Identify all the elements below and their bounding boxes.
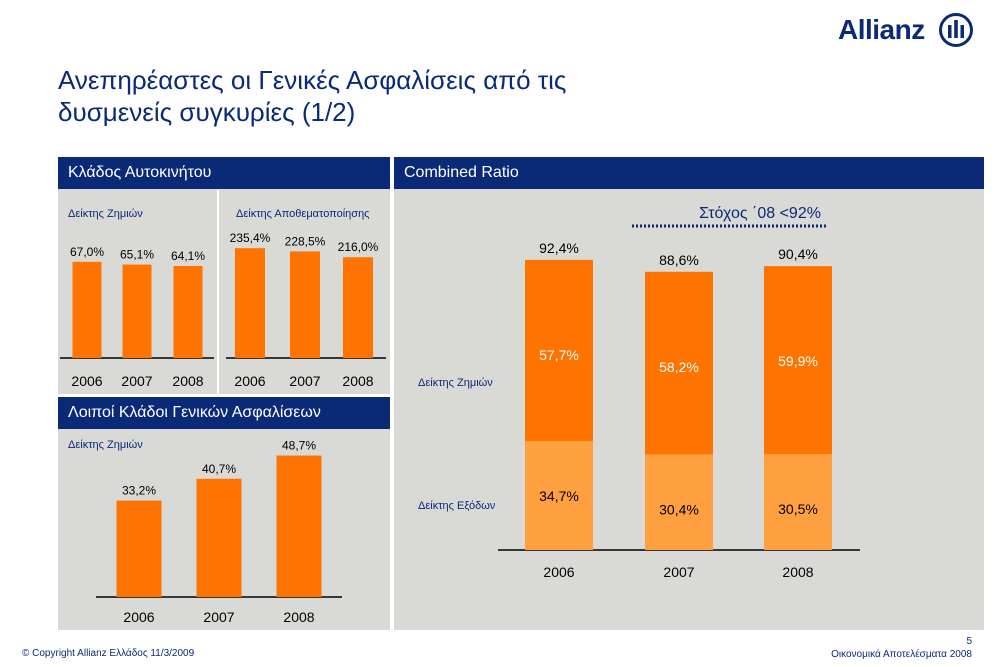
combined-total-label: 92,4%	[539, 240, 579, 256]
motor-panel	[58, 188, 390, 394]
motor-reserve-value-label: 228,5%	[285, 234, 326, 248]
combined-panel-header: Combined Ratio	[394, 157, 984, 189]
other-loss-chart-title: Δείκτης Ζημιών	[68, 439, 143, 451]
motor-loss-bar	[72, 261, 102, 358]
expense-ratio-segment	[525, 441, 593, 550]
page-number: 5	[966, 636, 972, 647]
other-loss-category-label: 2006	[123, 609, 154, 625]
motor-loss-category-label: 2007	[121, 373, 152, 389]
loss-ratio-segment	[764, 266, 832, 455]
motor-reserve-category-label: 2006	[234, 373, 265, 389]
combined-total-label: 88,6%	[659, 252, 699, 268]
legend-expense-ratio: Δείκτης Εξόδων	[418, 500, 496, 512]
footer-copyright: © Copyright Allianz Ελλάδος 11/3/2009	[22, 648, 195, 659]
expense-ratio-segment	[645, 454, 713, 550]
other-loss-bar	[276, 455, 322, 597]
slide-title: Ανεπηρέαστες οι Γενικές Ασφαλίσεις από τ…	[58, 64, 678, 128]
other-loss-value-label: 40,7%	[202, 462, 236, 476]
motor-loss-bar	[122, 264, 152, 358]
motor-reserve-bar	[290, 251, 320, 358]
other-loss-chart: 33,2% 2006 40,7% 2007 48,7% 2008	[96, 439, 342, 625]
loss-ratio-segment	[525, 259, 593, 442]
other-loss-bar	[196, 478, 242, 597]
combined-total-label: 90,4%	[778, 246, 818, 262]
expense-ratio-label: 30,5%	[778, 501, 818, 517]
loss-ratio-label: 57,7%	[539, 347, 579, 363]
motor-reserve-value-label: 216,0%	[338, 240, 379, 254]
motor-reserve-value-label: 235,4%	[230, 231, 271, 245]
other-loss-category-label: 2008	[283, 609, 314, 625]
other-loss-value-label: 48,7%	[282, 439, 316, 453]
motor-loss-bar	[173, 266, 203, 358]
motor-loss-category-label: 2008	[172, 373, 203, 389]
motor-reserve-chart: 235,4% 2006 228,5% 2007 216,0% 2008	[226, 231, 386, 389]
other-loss-category-label: 2007	[203, 609, 234, 625]
motor-panel-header: Κλάδος Αυτοκινήτου	[58, 157, 390, 189]
combined-ratio-chart: 34,7% 57,7% 92,4% 2006 30,4% 58,2% 88,6% 2007 30…	[498, 240, 860, 580]
other-panel-header: Λοιποί Κλάδοι Γενικών Ασφαλίσεων	[58, 397, 390, 429]
motor-reserve-category-label: 2007	[289, 373, 320, 389]
allianz-logo-text: Allianz	[838, 14, 925, 45]
expense-ratio-label: 34,7%	[539, 488, 579, 504]
other-loss-value-label: 33,2%	[122, 484, 156, 498]
allianz-eagle-icon	[939, 13, 973, 47]
other-loss-bar	[116, 500, 162, 597]
legend-loss-ratio: Δείκτης Ζημιών	[418, 377, 493, 389]
motor-reserve-bar	[343, 257, 373, 358]
motor-loss-value-label: 64,1%	[171, 249, 205, 263]
loss-ratio-segment	[645, 271, 713, 455]
title-line-1: Ανεπηρέαστες οι Γενικές Ασφαλίσεις από τ…	[58, 65, 567, 95]
expense-ratio-label: 30,4%	[659, 502, 699, 518]
combined-category-label: 2007	[663, 564, 694, 580]
motor-loss-chart-title: Δείκτης Ζημιών	[68, 208, 143, 220]
expense-ratio-segment	[764, 454, 832, 550]
title-line-2: δυσμενείς συγκυρίες (1/2)	[58, 97, 356, 127]
motor-loss-chart: 67,0% 2006 65,1% 2007 64,1% 2008	[60, 245, 214, 389]
loss-ratio-label: 58,2%	[659, 359, 699, 375]
footer-report-name: Οικονομικά Αποτελέσματα 2008	[831, 649, 972, 660]
motor-reserve-category-label: 2008	[342, 373, 373, 389]
motor-loss-category-label: 2006	[71, 373, 102, 389]
motor-divider	[217, 190, 219, 394]
motor-loss-value-label: 65,1%	[120, 248, 154, 262]
combined-category-label: 2006	[543, 564, 574, 580]
motor-reserve-chart-title: Δείκτης Αποθεματοποίησης	[236, 208, 370, 220]
loss-ratio-label: 59,9%	[778, 353, 818, 369]
combined-category-label: 2008	[782, 564, 813, 580]
motor-reserve-bar	[235, 248, 265, 358]
target-label: Στόχος ΄08 <92%	[699, 205, 821, 222]
motor-loss-value-label: 67,0%	[70, 245, 104, 259]
